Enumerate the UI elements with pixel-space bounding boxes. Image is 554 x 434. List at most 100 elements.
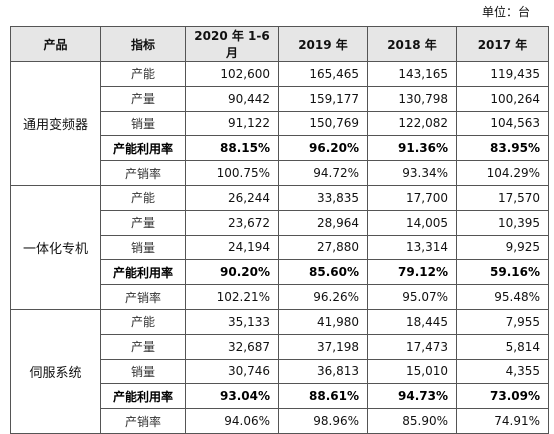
value-cell: 4,355 — [456, 358, 549, 385]
value-cell: 96.20% — [278, 135, 368, 162]
metric-cell: 销量 — [100, 234, 186, 261]
value-cell: 95.48% — [456, 284, 549, 310]
header-row: 产品 指标 2020 年 1-6 月 2019 年 2018 年 2017 年 — [10, 26, 549, 62]
metric-cell: 产能利用率 — [100, 135, 186, 162]
value-cell: 95.07% — [367, 284, 457, 310]
value-cell: 85.90% — [367, 408, 457, 434]
metric-cell: 产能 — [100, 308, 186, 335]
value-cell: 28,964 — [278, 209, 368, 236]
metric-cell: 销量 — [100, 358, 186, 385]
table-row: 产量 32,687 37,198 17,473 5,814 — [11, 333, 549, 360]
value-cell: 9,925 — [456, 234, 549, 261]
metric-cell: 产销率 — [100, 408, 186, 434]
value-cell: 74.91% — [456, 408, 549, 434]
table-row: 销量 24,194 27,880 13,314 9,925 — [11, 234, 549, 261]
value-cell: 98.96% — [278, 408, 368, 434]
table-row: 一体化专机 产能 26,244 33,835 17,700 17,570 — [10, 184, 549, 310]
value-cell: 102,600 — [185, 61, 279, 87]
value-cell: 15,010 — [367, 358, 457, 385]
table-row: 产销率 100.75% 94.72% 93.34% 104.29% — [11, 160, 549, 186]
value-cell: 33,835 — [278, 184, 368, 211]
value-cell: 10,395 — [456, 209, 549, 236]
value-cell: 90.20% — [185, 259, 279, 286]
column-header: 2017 年 — [456, 26, 549, 62]
table-row: 销量 30,746 36,813 15,010 4,355 — [11, 358, 549, 385]
value-cell: 83.95% — [456, 135, 549, 162]
table-row: 产能利用率 88.15% 96.20% 91.36% 83.95% — [11, 135, 549, 162]
value-cell: 150,769 — [278, 110, 368, 137]
table-row: 伺服系统 产能 35,133 41,980 18,445 7,955 — [10, 308, 549, 434]
column-header: 2020 年 1-6 月 — [185, 26, 279, 62]
product-cell: 一体化专机 — [10, 184, 101, 310]
value-cell: 73.09% — [456, 383, 549, 410]
metric-cell: 产能 — [100, 61, 186, 87]
table-row: 产能利用率 93.04% 88.61% 94.73% 73.09% — [11, 383, 549, 410]
product-cell: 伺服系统 — [10, 308, 101, 434]
value-cell: 104.29% — [456, 160, 549, 186]
metric-cell: 产能利用率 — [100, 259, 186, 286]
value-cell: 100.75% — [185, 160, 279, 186]
value-cell: 30,746 — [185, 358, 279, 385]
value-cell: 13,314 — [367, 234, 457, 261]
value-cell: 119,435 — [456, 61, 549, 87]
metric-cell: 产量 — [100, 209, 186, 236]
value-cell: 94.06% — [185, 408, 279, 434]
value-cell: 14,005 — [367, 209, 457, 236]
column-header: 2019 年 — [278, 26, 368, 62]
metric-cell: 产能利用率 — [100, 383, 186, 410]
metric-cell: 销量 — [100, 110, 186, 137]
value-cell: 35,133 — [185, 308, 279, 335]
unit-label: 单位：台 — [481, 5, 530, 19]
value-cell: 59.16% — [456, 259, 549, 286]
value-cell: 122,082 — [367, 110, 457, 137]
column-header: 指标 — [100, 26, 186, 62]
metric-cell: 产能 — [100, 184, 186, 211]
value-cell: 96.26% — [278, 284, 368, 310]
value-cell: 88.15% — [185, 135, 279, 162]
column-header: 2018 年 — [367, 26, 457, 62]
value-cell: 93.04% — [185, 383, 279, 410]
value-cell: 23,672 — [185, 209, 279, 236]
value-cell: 159,177 — [278, 85, 368, 112]
value-cell: 79.12% — [367, 259, 457, 286]
value-cell: 165,465 — [278, 61, 368, 87]
metric-cell: 产销率 — [100, 160, 186, 186]
value-cell: 130,798 — [367, 85, 457, 112]
value-cell: 36,813 — [278, 358, 368, 385]
column-header: 产品 — [10, 26, 101, 62]
value-cell: 26,244 — [185, 184, 279, 211]
value-cell: 5,814 — [456, 333, 549, 360]
table-row: 产量 90,442 159,177 130,798 100,264 — [11, 85, 549, 112]
value-cell: 94.73% — [367, 383, 457, 410]
value-cell: 32,687 — [185, 333, 279, 360]
data-table: 产品 指标 2020 年 1-6 月 2019 年 2018 年 2017 年 通用变频器… — [10, 26, 549, 434]
value-cell: 91,122 — [185, 110, 279, 137]
value-cell: 37,198 — [278, 333, 368, 360]
value-cell: 104,563 — [456, 110, 549, 137]
value-cell: 94.72% — [278, 160, 368, 186]
value-cell: 93.34% — [367, 160, 457, 186]
metric-cell: 产量 — [100, 333, 186, 360]
product-cell: 通用变频器 — [10, 61, 101, 186]
value-cell: 17,473 — [367, 333, 457, 360]
value-cell: 17,570 — [456, 184, 549, 211]
value-cell: 143,165 — [367, 61, 457, 87]
table-row: 通用变频器 产能 102,600 165,465 143,165 119,435 — [10, 61, 549, 186]
value-cell: 88.61% — [278, 383, 368, 410]
table-row: 产量 23,672 28,964 14,005 10,395 — [11, 209, 549, 236]
value-cell: 18,445 — [367, 308, 457, 335]
value-cell: 24,194 — [185, 234, 279, 261]
value-cell: 7,955 — [456, 308, 549, 335]
value-cell: 27,880 — [278, 234, 368, 261]
metric-cell: 产销率 — [100, 284, 186, 310]
value-cell: 41,980 — [278, 308, 368, 335]
value-cell: 102.21% — [185, 284, 279, 310]
table-body: 通用变频器 产能 102,600 165,465 143,165 119,435 产量 90,… — [10, 61, 549, 434]
value-cell: 85.60% — [278, 259, 368, 286]
value-cell: 100,264 — [456, 85, 549, 112]
value-cell: 17,700 — [367, 184, 457, 211]
value-cell: 90,442 — [185, 85, 279, 112]
metric-cell: 产量 — [100, 85, 186, 112]
value-cell: 91.36% — [367, 135, 457, 162]
